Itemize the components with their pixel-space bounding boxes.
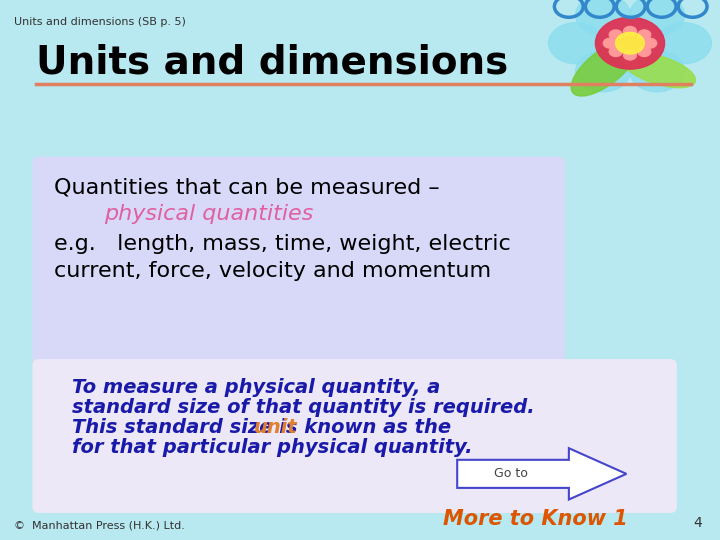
Circle shape (576, 0, 631, 36)
Text: More to Know 1: More to Know 1 (443, 509, 628, 529)
Text: standard size of that quantity is required.: standard size of that quantity is requir… (72, 398, 535, 417)
Ellipse shape (571, 39, 639, 96)
Text: Quantities that can be measured –: Quantities that can be measured – (54, 177, 440, 197)
Circle shape (624, 26, 636, 36)
Text: e.g.   length, mass, time, weight, electric: e.g. length, mass, time, weight, electri… (54, 234, 510, 254)
Polygon shape (457, 448, 626, 500)
Text: ©  Manhattan Press (H.K.) Ltd.: © Manhattan Press (H.K.) Ltd. (14, 520, 185, 530)
Text: This standard size is known as the: This standard size is known as the (72, 418, 458, 437)
Circle shape (644, 38, 657, 48)
Text: Go to: Go to (495, 467, 528, 481)
Text: unit: unit (253, 418, 297, 437)
Text: Units and dimensions: Units and dimensions (36, 43, 508, 81)
Circle shape (609, 30, 622, 39)
Text: To measure a physical quantity, a: To measure a physical quantity, a (72, 378, 440, 397)
Circle shape (629, 51, 685, 92)
FancyBboxPatch shape (32, 157, 565, 364)
Circle shape (624, 50, 636, 60)
Text: Units and dimensions (SB p. 5): Units and dimensions (SB p. 5) (14, 17, 186, 28)
FancyBboxPatch shape (32, 359, 677, 513)
Text: for that particular physical quantity.: for that particular physical quantity. (72, 438, 472, 457)
Circle shape (549, 23, 603, 64)
Circle shape (595, 17, 665, 69)
Text: current, force, velocity and momentum: current, force, velocity and momentum (54, 261, 491, 281)
Ellipse shape (622, 53, 696, 87)
Circle shape (638, 47, 651, 57)
Circle shape (575, 51, 631, 92)
Circle shape (609, 47, 622, 57)
Circle shape (638, 30, 651, 39)
Circle shape (657, 23, 711, 64)
Text: 4: 4 (693, 516, 702, 530)
Circle shape (616, 32, 644, 54)
Circle shape (629, 0, 685, 36)
Circle shape (603, 38, 616, 48)
Text: physical quantities: physical quantities (104, 204, 314, 224)
